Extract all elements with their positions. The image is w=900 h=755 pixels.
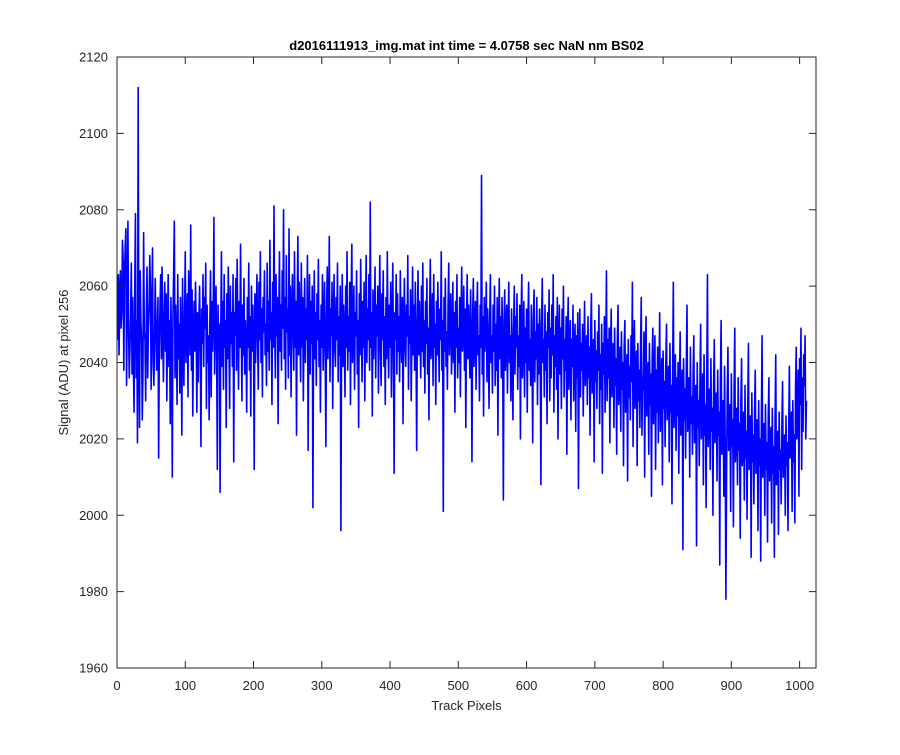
y-tick-label: 2060 bbox=[79, 279, 108, 294]
y-tick-label: 2100 bbox=[79, 126, 108, 141]
x-tick-label: 900 bbox=[721, 678, 743, 693]
axes-layer: 0 100 200 300 400 500 600 700 800 900 1000 1960 1980… bbox=[79, 50, 817, 693]
series-layer bbox=[116, 86, 808, 601]
x-tick-label: 800 bbox=[652, 678, 674, 693]
y-tick-label: 2000 bbox=[79, 508, 108, 523]
y-tick-label: 2020 bbox=[79, 431, 108, 446]
x-tick-label: 1000 bbox=[785, 678, 814, 693]
x-tick-label: 500 bbox=[447, 678, 469, 693]
y-tick-label: 2080 bbox=[79, 202, 108, 217]
x-tick-label: 400 bbox=[379, 678, 401, 693]
y-tick-label: 1980 bbox=[79, 584, 108, 599]
x-tick-label: 600 bbox=[516, 678, 538, 693]
x-axis-label: Track Pixels bbox=[431, 698, 502, 713]
x-tick-label: 100 bbox=[174, 678, 196, 693]
x-tick-label: 200 bbox=[243, 678, 265, 693]
x-tick-label: 700 bbox=[584, 678, 606, 693]
x-tick-label: 0 bbox=[113, 678, 120, 693]
y-tick-label: 1960 bbox=[79, 661, 108, 676]
y-tick-label: 2120 bbox=[79, 50, 108, 65]
series-line-1 bbox=[116, 86, 808, 601]
y-axis-label: Signal (ADU) at pixel 256 bbox=[56, 290, 71, 436]
chart-title: d2016111913_img.mat int time = 4.0758 se… bbox=[289, 38, 643, 53]
x-tick-label: 300 bbox=[311, 678, 333, 693]
y-tick-label: 2040 bbox=[79, 355, 108, 370]
